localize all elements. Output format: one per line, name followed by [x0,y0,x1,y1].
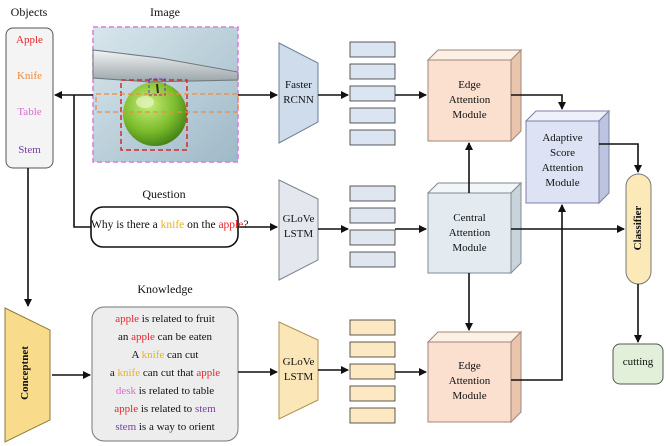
objects-header: Objects [10,5,48,19]
question-part: Why is there a [91,219,161,231]
edge-attention-module-bottom [426,330,523,424]
knowledge-word: knife [117,367,141,379]
knowledge-lines: apple is related to fruit an apple can be… [92,310,238,436]
knowledge-line: an apple can be eaten [92,328,238,346]
knowledge-line: apple is related to stem [92,400,238,418]
knowledge-word: is related to fruit [139,313,215,325]
adaptive-score-label: Adaptive Score Attention Module [541,132,584,189]
glove-lstm-knowledge-encoder [278,321,319,420]
knowledge-word: can be eaten [154,331,213,343]
knowledge-word: an [117,331,132,343]
knowledge-line: A knife can cut [92,346,238,364]
question-header: Question [142,187,186,201]
answer-label: cutting [622,356,654,368]
question-part: apple [218,219,244,231]
objects-panel [5,27,54,169]
question-part: knife [160,219,185,231]
knowledge-word: stem [194,403,216,415]
central-attention-module [426,181,523,275]
faster-rcnn-encoder [278,42,319,144]
answer-box [612,343,664,385]
objects-list: Apple Knife Table Stem [6,28,53,168]
question-part: on the [184,219,219,231]
knowledge-line: apple is related to fruit [92,310,238,328]
knowledge-word: desk [115,385,136,397]
glove-lstm-question-label: GLoVe LSTM [282,213,315,240]
knowledge-word: is related to [138,403,195,415]
question-feature-stack [349,185,396,268]
glove-lstm-question-encoder [278,179,319,281]
question-part: ? [243,219,249,231]
knowledge-word: apple [114,403,139,415]
knowledge-word: apple [115,313,140,325]
knowledge-word: is a way to orient [136,421,215,433]
knowledge-word: A [131,349,142,361]
edge-attention-top-label: Edge Attention Module [448,79,491,121]
knowledge-word: is related to table [135,385,215,397]
knowledge-feature-stack [349,319,396,424]
knowledge-word: knife [141,349,165,361]
faster-rcnn-label: Faster RCNN [283,79,314,106]
image-feature-stack [349,41,396,146]
knowledge-header: Knowledge [137,282,193,296]
knowledge-word: stem [115,421,137,433]
connectors [24,91,642,381]
glove-lstm-knowledge-label: GLoVe LSTM [282,356,315,383]
object-table: Table [17,106,42,118]
classifier-label: Classifier [632,205,644,251]
object-stem: Stem [18,144,41,156]
edge-attention-module-top [426,48,523,143]
knowledge-line: a knife can cut that apple [92,364,238,382]
question-text: Why is there a knife on the apple? [91,219,248,231]
edge-attention-bottom-label: Edge Attention Module [448,360,491,402]
knowledge-line: desk is related to table [92,382,238,400]
object-apple: Apple [16,34,43,46]
object-knife: Knife [16,70,43,82]
image-header: Image [150,5,180,19]
knowledge-word: can cut [164,349,199,361]
knowledge-box [91,306,239,442]
input-image [92,26,239,163]
adaptive-score-attention-module [524,109,611,205]
knowledge-word: a [109,367,118,379]
central-attention-label: Central Attention Module [448,212,491,254]
conceptnet-encoder [4,307,51,443]
knowledge-line: stem is a way to orient [92,418,238,436]
knowledge-word: can cut that [140,367,197,379]
knowledge-word: apple [131,331,155,343]
knowledge-word: apple [196,367,221,379]
conceptnet-label: Conceptnet [19,346,31,400]
